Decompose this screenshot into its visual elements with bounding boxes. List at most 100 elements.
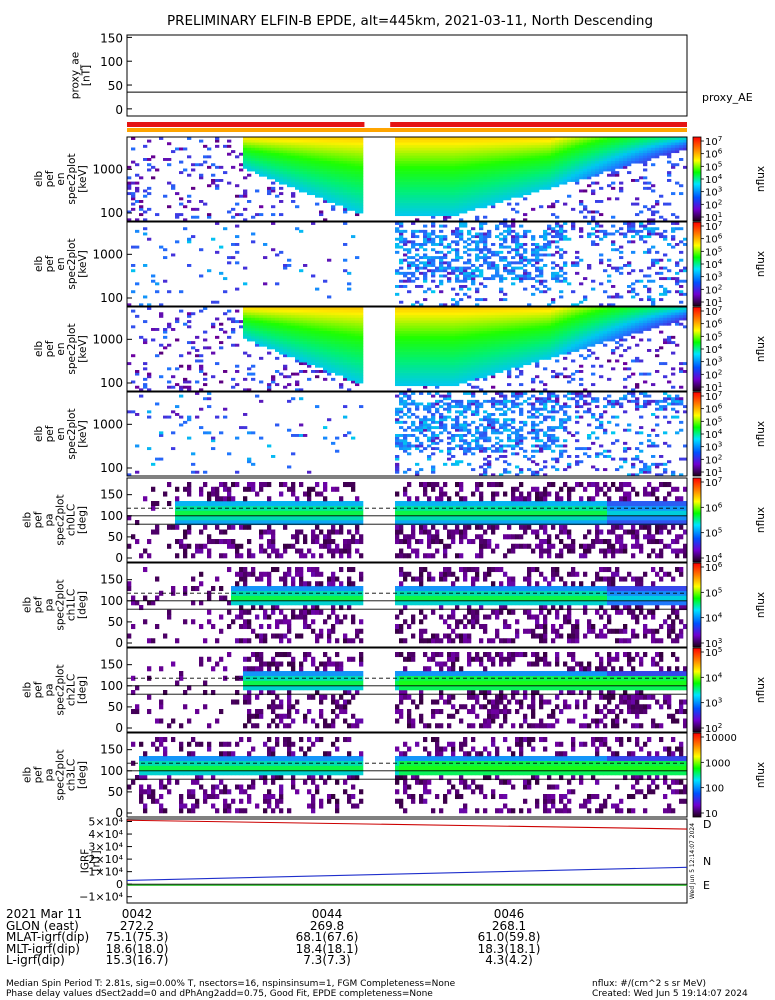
pef-energy-cell bbox=[431, 144, 436, 148]
pef-energy-3-cell bbox=[443, 330, 448, 334]
pef-energy-2-cell bbox=[407, 248, 412, 252]
pef-energy-cell bbox=[631, 139, 636, 143]
pef-energy-cell bbox=[611, 155, 616, 159]
pef-energy-3-cell bbox=[131, 380, 136, 384]
pef-energy-cell bbox=[355, 168, 360, 172]
pef-energy-cell bbox=[255, 158, 260, 161]
pef-energy-3-cell bbox=[439, 338, 444, 342]
pef-energy-cell bbox=[303, 168, 308, 172]
pef-energy-3-cell bbox=[495, 333, 500, 337]
pef-energy-cell bbox=[395, 144, 400, 148]
pef-energy-cell bbox=[399, 152, 404, 156]
pef-energy-2-cell bbox=[483, 240, 488, 244]
pef-energy-cell bbox=[563, 139, 568, 143]
pef-energy-3-cell bbox=[211, 375, 216, 379]
pef-energy-2-cell bbox=[571, 222, 576, 225]
pef-energy-cell bbox=[335, 202, 340, 206]
pef-energy-cell bbox=[435, 200, 440, 203]
pef-energy-3-cell bbox=[503, 343, 508, 347]
pef-energy-cell bbox=[587, 165, 592, 169]
pef-energy-cell bbox=[415, 144, 420, 148]
pef-energy-cell bbox=[451, 189, 456, 193]
pef-energy-cell bbox=[567, 165, 572, 169]
pef-energy-cell bbox=[247, 139, 252, 143]
pef-energy-3-cell bbox=[295, 349, 300, 352]
pef-energy-3-cell bbox=[455, 317, 460, 321]
pef-energy-3-cell bbox=[407, 362, 412, 366]
pef-energy-cell bbox=[299, 155, 304, 159]
pef-energy-2-cell bbox=[231, 243, 236, 246]
pef-energy-3-cell bbox=[415, 309, 420, 313]
pef-energy-3-cell bbox=[439, 377, 444, 381]
pef-energy-2-cell bbox=[211, 300, 216, 304]
pef-energy-3-cell bbox=[503, 328, 508, 331]
pef-energy-cell bbox=[583, 150, 588, 154]
pef-energy-cell bbox=[491, 165, 496, 169]
pef-energy-2-cell bbox=[595, 229, 600, 233]
pef-energy-3-cell bbox=[399, 330, 404, 334]
pef-energy-3-cell bbox=[311, 328, 316, 331]
pef-energy-3-cell bbox=[339, 349, 344, 352]
pef-energy-cell bbox=[471, 186, 476, 190]
pef-energy-cell bbox=[191, 207, 196, 211]
pef-energy-cell bbox=[399, 150, 404, 154]
pef-energy-2-cell bbox=[627, 261, 632, 265]
pef-energy-3-cell bbox=[395, 367, 400, 371]
pef-energy-3-cell bbox=[291, 314, 296, 318]
pef-energy-cell bbox=[127, 165, 132, 169]
pef-energy-cell bbox=[511, 165, 516, 169]
pef-energy-3-cell bbox=[491, 307, 496, 310]
pef-energy-3-cell bbox=[327, 356, 332, 360]
pef-energy-2-cell bbox=[491, 277, 496, 281]
pef-energy-3-cell bbox=[479, 312, 484, 316]
pef-energy-3-cell bbox=[431, 338, 436, 342]
pef-energy-2-cell bbox=[591, 243, 596, 246]
pef-energy-cell bbox=[519, 150, 524, 154]
pef-energy-cell bbox=[299, 165, 304, 169]
pef-energy-2-cell bbox=[627, 227, 632, 231]
pef-energy-cell bbox=[359, 200, 364, 203]
pef-energy-3-cell bbox=[487, 317, 492, 321]
pef-energy-2-cell bbox=[547, 303, 552, 307]
pef-energy-cell bbox=[483, 189, 488, 193]
pef-energy-cell bbox=[299, 189, 304, 193]
pef-energy-3-cell bbox=[475, 325, 480, 329]
pef-energy-2-cell bbox=[503, 235, 508, 239]
pef-energy-cell bbox=[351, 179, 356, 182]
pef-energy-2-cell bbox=[483, 232, 488, 236]
pef-energy-3-cell bbox=[491, 349, 496, 352]
pef-energy-3-cell bbox=[479, 388, 484, 392]
pef-energy-cell bbox=[307, 168, 312, 172]
pef-energy-2-cell bbox=[343, 243, 348, 246]
pef-energy-3-cell bbox=[263, 325, 268, 329]
pef-energy-3-cell bbox=[255, 338, 260, 342]
pef-energy-cell bbox=[187, 194, 192, 198]
pef-energy-3-cell bbox=[443, 377, 448, 381]
pef-energy-cell bbox=[547, 147, 552, 151]
pef-energy-3-cell bbox=[479, 322, 484, 326]
pef-energy-cell bbox=[287, 137, 292, 140]
pef-energy-3-cell bbox=[155, 328, 160, 331]
pef-energy-2-cell bbox=[595, 224, 600, 228]
pef-energy-cell bbox=[347, 147, 352, 151]
pef-energy-cell bbox=[507, 194, 512, 198]
pef-energy-cell bbox=[475, 137, 480, 140]
pef-energy-3-cell bbox=[399, 322, 404, 326]
pef-energy-2-cell bbox=[479, 250, 484, 254]
pef-energy-cell bbox=[535, 176, 540, 180]
pef-energy-2-cell bbox=[539, 245, 544, 249]
pef-energy-cell bbox=[651, 150, 656, 154]
pef-energy-2-cell bbox=[675, 277, 680, 281]
pef-energy-2-cell bbox=[651, 229, 656, 233]
pef-energy-3-cell bbox=[483, 325, 488, 329]
pef-energy-cell bbox=[419, 184, 424, 188]
pef-energy-2-colorbar-label: 102 bbox=[705, 282, 722, 296]
pef-energy-2-cell bbox=[519, 266, 524, 270]
pef-energy-3-cell bbox=[495, 354, 500, 358]
pef-energy-3-cell bbox=[347, 375, 352, 379]
pef-energy-cell bbox=[475, 173, 480, 177]
pef-energy-3-cell bbox=[447, 314, 452, 318]
pef-energy-2-cell bbox=[551, 266, 556, 270]
pef-energy-cell bbox=[579, 142, 584, 146]
pef-energy-3-cell bbox=[359, 372, 364, 376]
